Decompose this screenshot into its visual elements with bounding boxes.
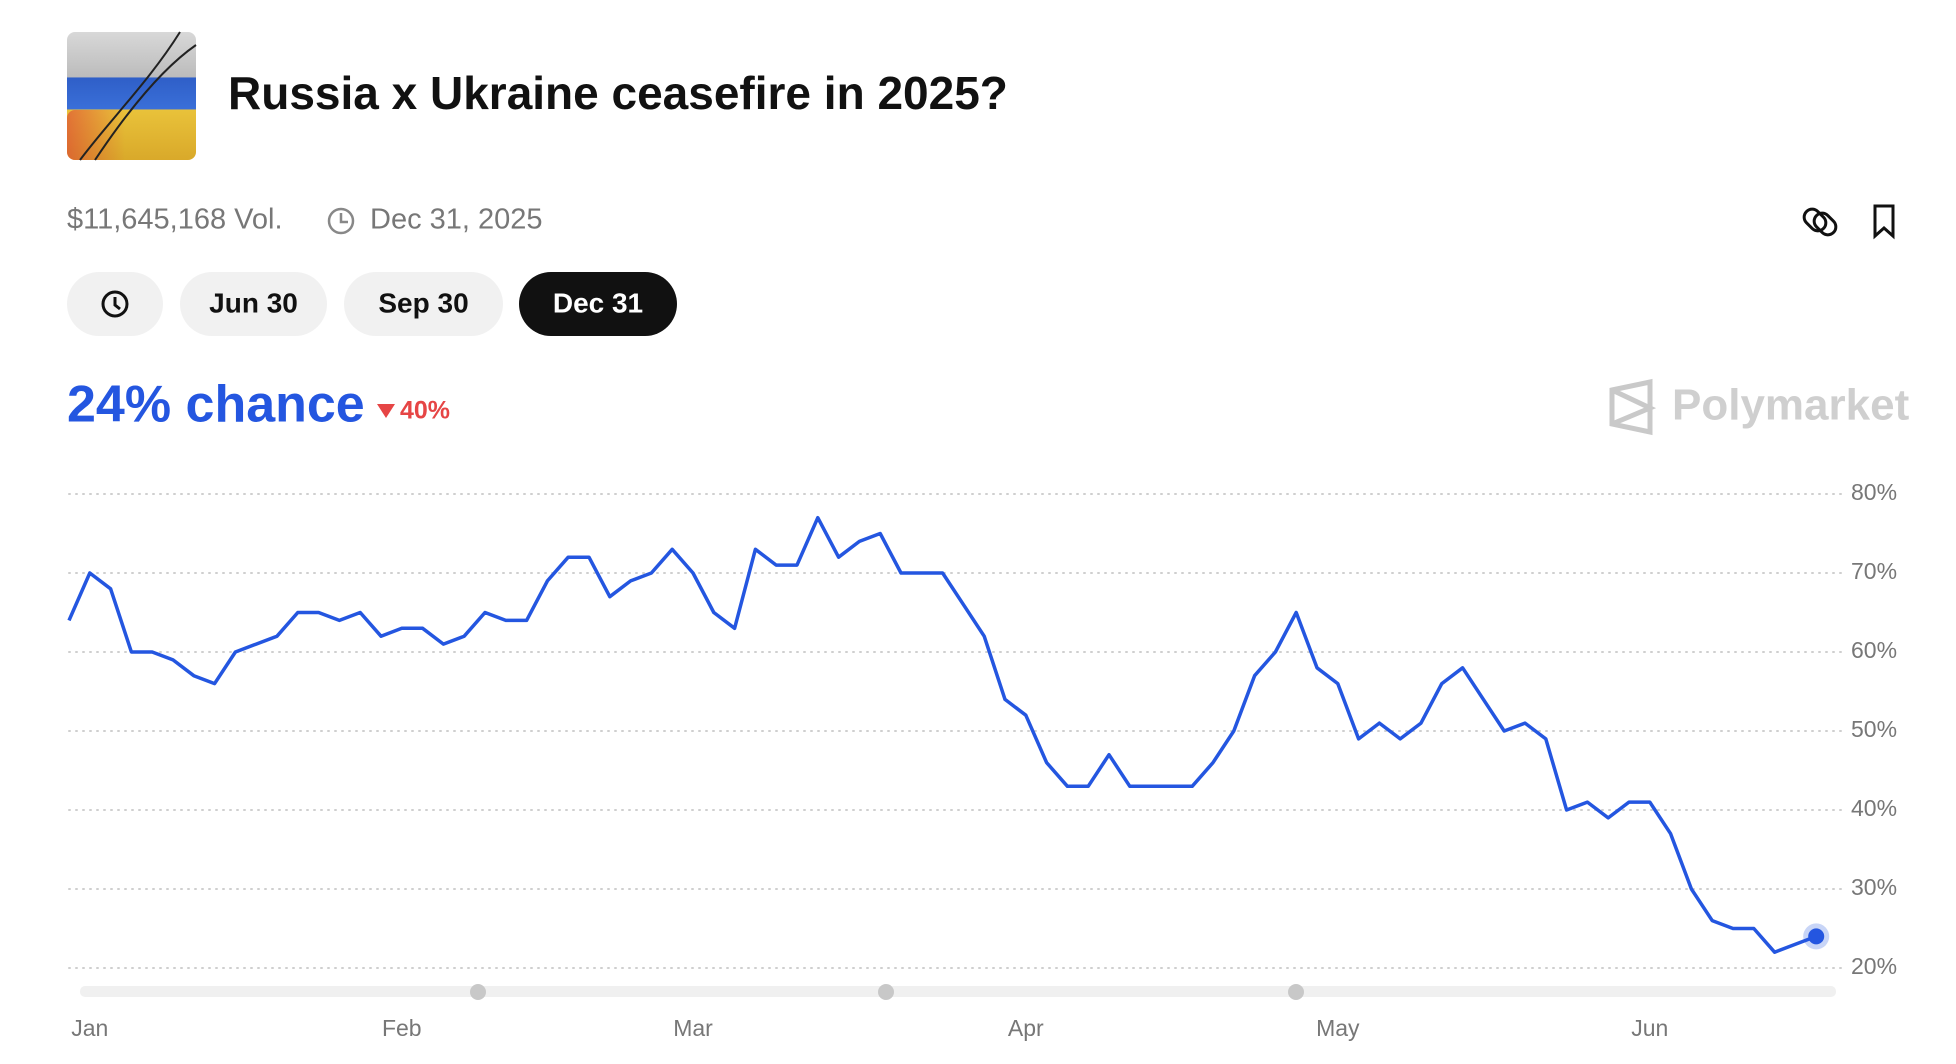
y-tick-label: 30% — [1851, 874, 1897, 900]
x-tick-label: Apr — [1008, 1015, 1044, 1041]
button-bg — [344, 272, 503, 336]
market-icon — [67, 31, 197, 161]
x-tick-label: Jan — [71, 1015, 108, 1041]
button-label: Jun 30 — [209, 287, 298, 318]
brand-logo — [1609, 378, 1657, 436]
period-button[interactable]: Dec 31 — [519, 272, 677, 336]
bookmark-button[interactable] — [1873, 204, 1895, 240]
history-button[interactable] — [67, 272, 163, 336]
button-bg — [519, 272, 677, 336]
x-tick-label: May — [1316, 1015, 1360, 1041]
y-tick-label: 70% — [1851, 558, 1897, 584]
button-bg — [180, 272, 327, 336]
y-tick-label: 60% — [1851, 637, 1897, 663]
chance: 24% chance — [67, 376, 365, 434]
y-tick-label: 40% — [1851, 795, 1897, 821]
period-button[interactable]: Sep 30 — [344, 272, 503, 336]
change: 40% — [400, 397, 450, 425]
scrubber[interactable] — [80, 984, 1836, 1000]
y-tick-label: 50% — [1851, 716, 1897, 742]
button-label: Sep 30 — [378, 287, 468, 318]
y-tick-label: 80% — [1851, 479, 1897, 505]
period-button[interactable]: Jun 30 — [180, 272, 327, 336]
brand: Polymarket — [1672, 381, 1910, 430]
link-button[interactable] — [1801, 206, 1839, 238]
price-line — [67, 515, 1817, 954]
clock-icon — [327, 207, 355, 235]
down-arrow — [377, 404, 395, 418]
x-tick-label: Jun — [1631, 1015, 1668, 1041]
x-tick-label: Feb — [382, 1015, 422, 1041]
market-title: Russia x Ukraine ceasefire in 2025? — [228, 67, 1008, 119]
x-tick-label: Mar — [673, 1015, 713, 1041]
y-tick-label: 20% — [1851, 953, 1897, 979]
button-label: Dec 31 — [553, 287, 643, 318]
end-date: Dec 31, 2025 — [370, 204, 543, 236]
current-point — [1808, 928, 1825, 945]
volume: $11,645,168 Vol. — [67, 204, 283, 236]
